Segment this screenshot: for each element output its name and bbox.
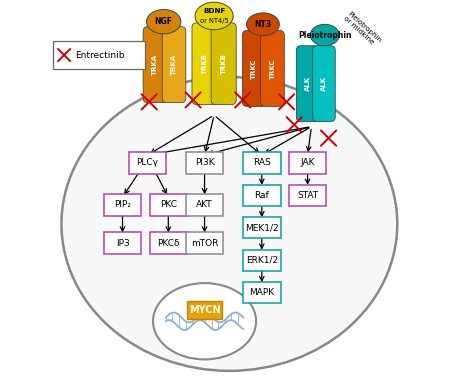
FancyBboxPatch shape <box>211 23 236 105</box>
Text: PIP₂: PIP₂ <box>114 200 131 210</box>
Text: Entrectinib: Entrectinib <box>75 51 125 60</box>
FancyBboxPatch shape <box>243 249 281 271</box>
FancyBboxPatch shape <box>296 46 319 122</box>
FancyBboxPatch shape <box>242 31 266 106</box>
Text: TRKC: TRKC <box>270 58 275 79</box>
Ellipse shape <box>62 77 397 371</box>
FancyBboxPatch shape <box>186 232 223 254</box>
FancyBboxPatch shape <box>243 217 281 239</box>
FancyBboxPatch shape <box>243 185 281 206</box>
Text: TRKB: TRKB <box>220 53 227 74</box>
FancyBboxPatch shape <box>261 31 284 106</box>
FancyBboxPatch shape <box>150 194 187 216</box>
FancyBboxPatch shape <box>150 232 187 254</box>
Text: TRKC: TRKC <box>251 58 257 79</box>
Text: ERK1/2: ERK1/2 <box>246 256 278 265</box>
FancyBboxPatch shape <box>143 27 167 103</box>
FancyBboxPatch shape <box>289 152 326 173</box>
Text: RAS: RAS <box>253 159 271 167</box>
Text: PI3K: PI3K <box>195 159 214 167</box>
FancyBboxPatch shape <box>243 282 281 303</box>
FancyBboxPatch shape <box>104 232 141 254</box>
Ellipse shape <box>310 25 339 46</box>
FancyBboxPatch shape <box>243 152 281 173</box>
Ellipse shape <box>153 283 256 359</box>
FancyBboxPatch shape <box>289 185 326 206</box>
FancyBboxPatch shape <box>186 194 223 216</box>
Text: AKT: AKT <box>196 200 213 210</box>
Text: Raf: Raf <box>255 191 269 200</box>
Text: PKC: PKC <box>160 200 177 210</box>
FancyBboxPatch shape <box>104 194 141 216</box>
Text: PLCγ: PLCγ <box>137 159 158 167</box>
Ellipse shape <box>246 13 279 36</box>
Text: Pleiotrophin: Pleiotrophin <box>298 31 352 39</box>
Text: TRKB: TRKB <box>201 53 208 74</box>
Text: JAK: JAK <box>301 159 315 167</box>
Text: MAPK: MAPK <box>249 288 274 297</box>
Text: NT3: NT3 <box>255 20 272 29</box>
Ellipse shape <box>195 2 233 30</box>
Text: ALK: ALK <box>305 76 310 91</box>
Text: TRKA: TRKA <box>152 54 158 75</box>
Text: IP3: IP3 <box>116 239 129 247</box>
FancyBboxPatch shape <box>128 152 166 173</box>
Text: NGF: NGF <box>155 17 173 26</box>
Ellipse shape <box>146 10 181 34</box>
FancyBboxPatch shape <box>186 152 223 173</box>
Text: PKCδ: PKCδ <box>157 239 180 247</box>
FancyBboxPatch shape <box>313 46 335 122</box>
Text: or NT4/5: or NT4/5 <box>200 18 228 24</box>
Text: Pleiotrophin
or midkine: Pleiotrophin or midkine <box>342 10 383 49</box>
Text: TRKA: TRKA <box>171 54 177 75</box>
FancyBboxPatch shape <box>162 27 186 103</box>
Text: ALK: ALK <box>321 76 327 91</box>
FancyBboxPatch shape <box>192 23 217 105</box>
Text: STAT: STAT <box>297 191 318 200</box>
FancyBboxPatch shape <box>187 301 222 319</box>
Text: MYCN: MYCN <box>189 305 220 315</box>
Text: BDNF: BDNF <box>203 8 225 14</box>
Text: MEK1/2: MEK1/2 <box>245 223 279 232</box>
FancyBboxPatch shape <box>53 41 145 69</box>
Text: mTOR: mTOR <box>191 239 218 247</box>
